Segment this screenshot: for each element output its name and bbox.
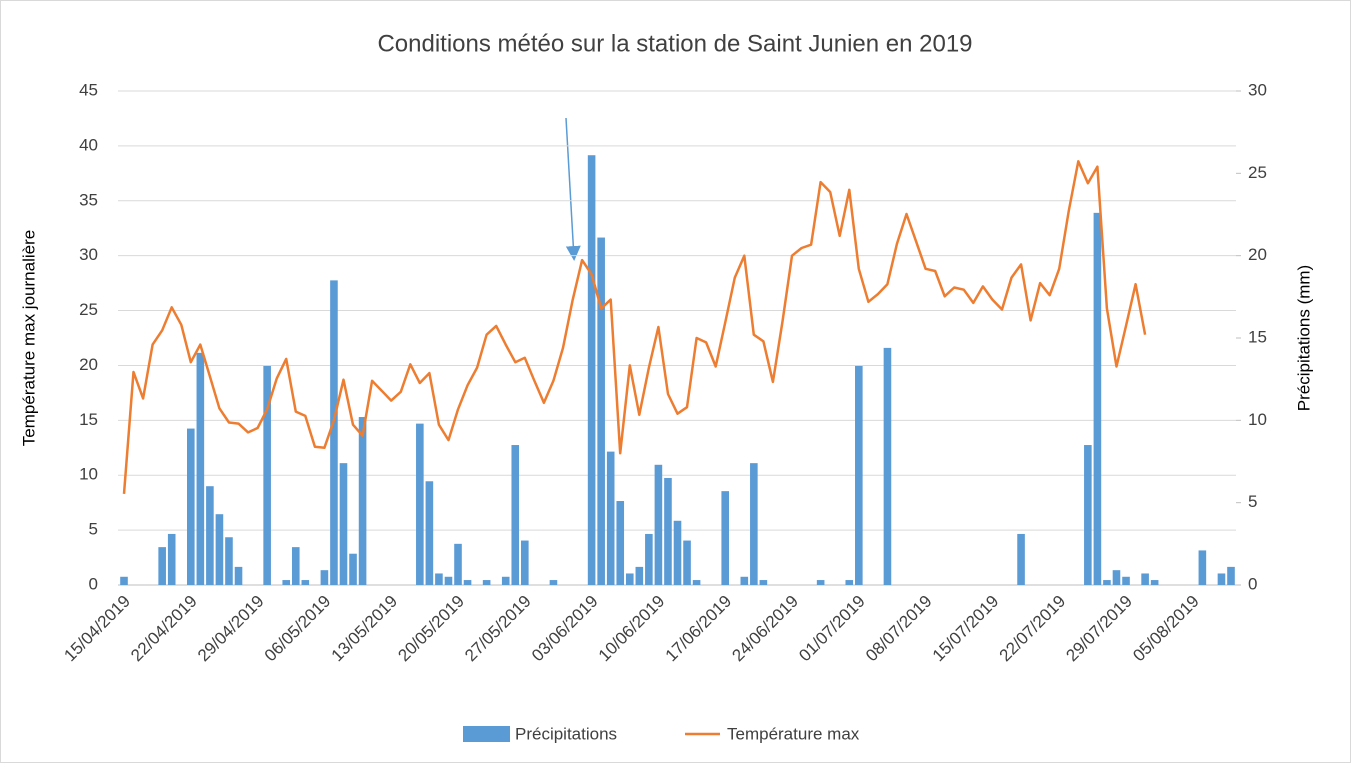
- bar: [482, 580, 491, 585]
- bar: [721, 491, 730, 585]
- bar: [158, 547, 166, 585]
- legend-swatch: [463, 726, 510, 742]
- y-tick-label: 35: [79, 190, 98, 209]
- y2-tick-label: 10: [1248, 410, 1267, 429]
- y2-tick-label: 15: [1248, 327, 1267, 346]
- bar: [349, 553, 357, 585]
- bar: [1150, 580, 1159, 585]
- bar: [597, 237, 605, 585]
- bar: [855, 365, 863, 585]
- bar: [234, 566, 243, 585]
- y-tick-label: 15: [79, 410, 98, 429]
- bar: [883, 347, 892, 585]
- y2-tick-label: 5: [1248, 492, 1257, 511]
- bar: [196, 352, 205, 585]
- bar: [1084, 445, 1092, 585]
- bar: [225, 537, 233, 585]
- bar: [320, 570, 329, 585]
- y-tick-label: 10: [79, 465, 98, 484]
- y-axis-label: Température max journalière: [19, 230, 38, 446]
- line: [122, 160, 1147, 494]
- bar: [1217, 573, 1226, 585]
- bar: [616, 501, 625, 585]
- y-tick-label: 45: [79, 80, 98, 99]
- y-tick-label: 25: [79, 300, 98, 319]
- y-tick-label: 0: [89, 574, 98, 593]
- bar: [291, 547, 300, 585]
- y-tick-label: 5: [89, 520, 98, 539]
- y-tick-label: 40: [79, 135, 98, 154]
- y-tick-label: 20: [79, 355, 98, 374]
- bar: [625, 573, 634, 585]
- bar: [759, 580, 768, 585]
- bar: [1198, 550, 1207, 585]
- bar: [444, 576, 453, 585]
- bar: [740, 576, 749, 585]
- bar: [463, 580, 472, 585]
- bar: [435, 573, 443, 585]
- legend-label: Température max: [727, 724, 860, 743]
- bar: [750, 463, 758, 585]
- bar: [1112, 570, 1121, 585]
- y2-tick-label: 20: [1248, 245, 1267, 264]
- bar: [120, 576, 128, 585]
- y2-tick-label: 30: [1248, 80, 1267, 99]
- bar: [1122, 576, 1130, 585]
- bar: [330, 280, 338, 585]
- bar: [416, 423, 424, 585]
- bar: [521, 540, 529, 585]
- bar: [692, 580, 701, 585]
- bar: [635, 566, 644, 585]
- bar: [301, 580, 310, 585]
- bar: [511, 445, 520, 585]
- bar: [501, 576, 510, 585]
- bar: [425, 481, 434, 585]
- bar: [1227, 566, 1235, 585]
- bar: [1103, 580, 1111, 585]
- y-tick-label: 30: [79, 245, 98, 264]
- bar: [339, 463, 348, 585]
- bar: [206, 486, 214, 585]
- bar: [664, 477, 672, 585]
- bar: [673, 520, 682, 585]
- bar: [549, 580, 558, 585]
- bar: [606, 451, 615, 585]
- bar: [845, 580, 854, 585]
- bar: [1017, 533, 1025, 585]
- chart-title: Conditions météo sur la station de Saint…: [377, 30, 972, 57]
- arrow: [565, 117, 581, 261]
- bar: [654, 464, 663, 585]
- y2-axis-label: Précipitations (mm): [1294, 265, 1313, 411]
- bar: [282, 580, 291, 585]
- bar: [683, 540, 691, 585]
- bar: [645, 533, 653, 585]
- bar: [187, 428, 195, 585]
- bar: [1141, 573, 1149, 585]
- y2-tick-label: 25: [1248, 163, 1267, 182]
- bar: [454, 543, 462, 585]
- bar: [587, 155, 596, 585]
- legend-label: Précipitations: [515, 724, 617, 743]
- bar: [215, 514, 224, 585]
- bar: [358, 417, 367, 585]
- bar: [263, 365, 271, 585]
- bar: [1093, 212, 1102, 585]
- bar: [167, 533, 176, 585]
- y2-tick-label: 0: [1248, 574, 1257, 593]
- bar: [816, 580, 825, 585]
